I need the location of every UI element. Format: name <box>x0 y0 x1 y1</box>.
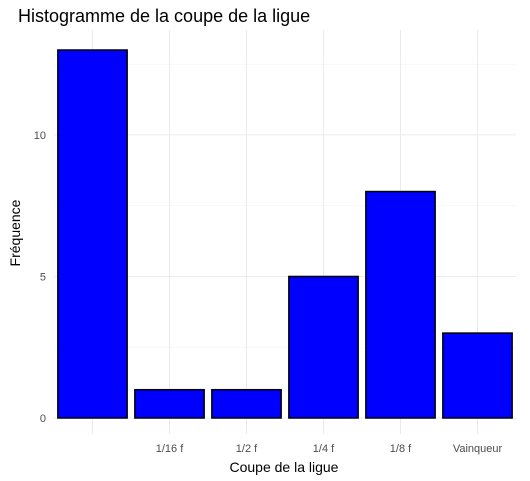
x-tick-label: 1/2 f <box>236 443 258 455</box>
x-tick-label: Vainqueur <box>453 443 503 455</box>
y-tick-label: 0 <box>40 413 46 425</box>
x-tick-label: 1/16 f <box>156 443 184 455</box>
y-axis-title: Fréquence <box>7 199 23 266</box>
bars <box>58 50 512 418</box>
y-tick-labels: 0 5 10 <box>34 130 46 425</box>
bar <box>289 276 358 418</box>
x-axis-title: Coupe de la ligue <box>230 459 339 475</box>
bar <box>58 50 127 418</box>
x-tick-labels: 1/16 f 1/2 f 1/4 f 1/8 f Vainqueur <box>156 443 503 455</box>
bar <box>443 333 512 418</box>
y-tick-label: 5 <box>40 271 46 283</box>
bar <box>366 192 435 418</box>
chart-title: Histogramme de la coupe de la ligue <box>18 6 310 26</box>
y-tick-label: 10 <box>34 130 46 142</box>
x-tick-label: 1/8 f <box>390 443 412 455</box>
bar <box>135 390 204 418</box>
x-tick-label: 1/4 f <box>313 443 335 455</box>
bar <box>212 390 281 418</box>
